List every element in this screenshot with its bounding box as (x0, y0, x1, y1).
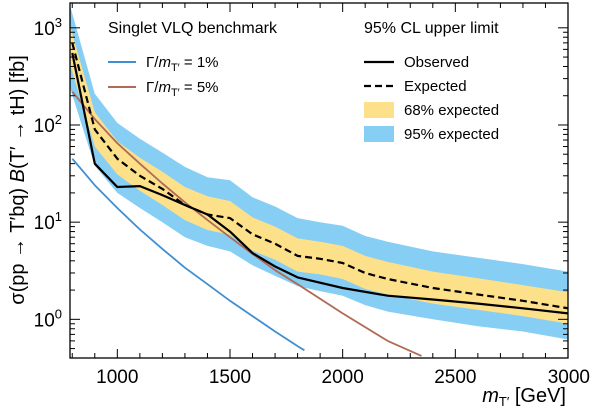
plot-frame (69, 2, 569, 359)
x-tick-label: 2500 (434, 367, 476, 388)
series-line-0 (71, 52, 568, 315)
x-tick-label: 3000 (548, 367, 590, 388)
x-tick-label: 2000 (322, 367, 364, 388)
y-axis-label: σ(pp → T′bq) B(T′ → tH) [fb] (7, 55, 29, 305)
series-line-2 (71, 158, 305, 352)
legend-label: 68% expected (404, 102, 499, 119)
legend-left-title: Singlet VLQ benchmark (108, 20, 278, 37)
band-95-expected (70, 5, 568, 340)
legend-right-title: 95% CL upper limit (364, 20, 499, 37)
y-tick-label: 103 (34, 15, 62, 40)
series-line-3 (71, 91, 422, 357)
x-axis-label: mT′ [GeV] (482, 385, 566, 408)
legend-label: Observed (404, 54, 469, 71)
legend-label: 95% expected (404, 126, 499, 143)
x-tick-label: 1500 (209, 367, 251, 388)
series-line-1 (71, 42, 568, 310)
legend-label: Γ/mT′ = 5% (146, 79, 219, 99)
y-tick-label: 102 (34, 112, 62, 137)
y-tick-label: 101 (34, 209, 62, 234)
band-68-expected (70, 25, 568, 324)
legend-swatch (364, 126, 394, 142)
y-tick-label: 100 (34, 306, 62, 331)
legend-swatch (364, 102, 394, 118)
x-tick-label: 1000 (96, 367, 138, 388)
legend-label: Expected (404, 78, 467, 95)
legend-label: Γ/mT′ = 1% (146, 54, 219, 74)
